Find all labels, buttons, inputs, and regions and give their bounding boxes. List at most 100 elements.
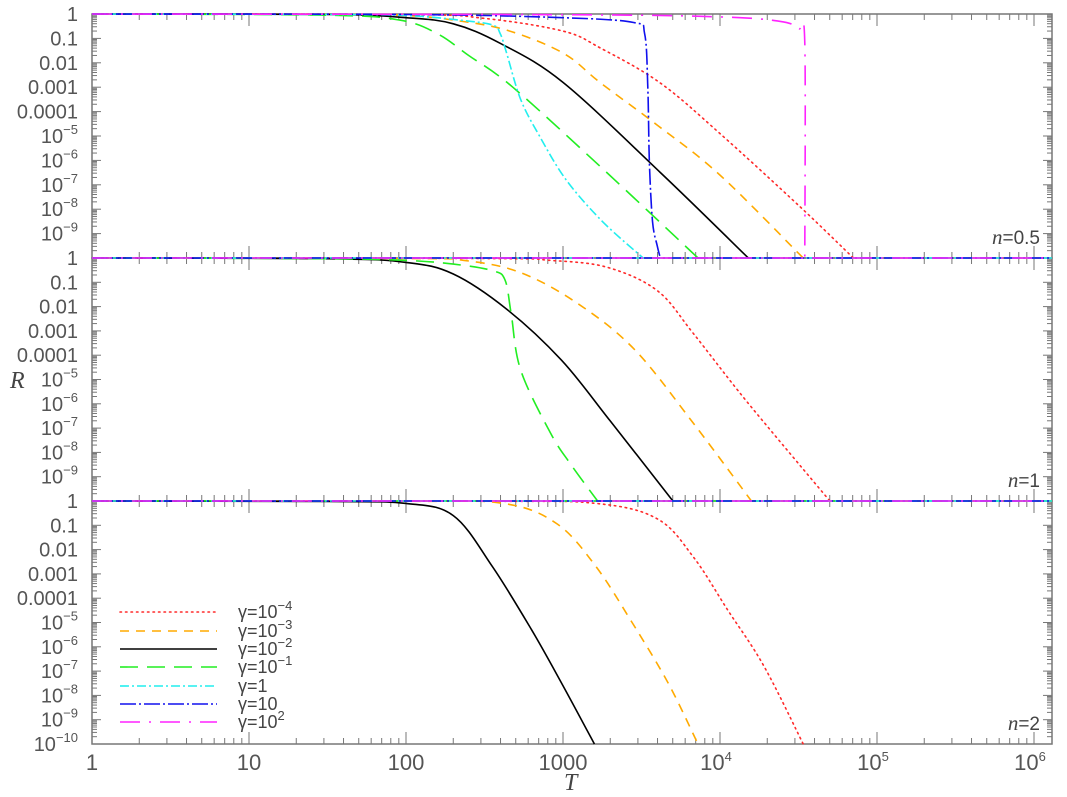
series-line-gamma-0 [92, 13, 855, 259]
y-tick-label-exponent: −8 [63, 438, 78, 453]
panel-label-value: =2 [1018, 714, 1040, 735]
x-tick-label-exponent: 6 [1039, 749, 1046, 764]
series-line-gamma-6 [92, 13, 807, 259]
y-tick-label: 0.01 [39, 297, 78, 319]
legend-label-exponent: −3 [278, 617, 293, 632]
legend-label-exponent: −2 [278, 635, 293, 650]
panel-label-variable: n [1008, 468, 1019, 492]
y-tick-label-base: 10 [41, 467, 63, 489]
y-tick-label: 10−7 [41, 414, 78, 440]
legend-label: γ=10−4 [238, 598, 292, 622]
x-tick-label-base: 10 [700, 750, 724, 775]
legend-label-base: 10 [258, 639, 278, 659]
series-line-gamma-2 [92, 13, 749, 259]
x-tick-label-base: 10 [237, 750, 261, 775]
y-tick-label-base: 10 [41, 661, 63, 683]
legend: γ=10−4γ=10−3γ=10−2γ=10−1γ=1γ=10γ=102 [119, 598, 293, 732]
x-tick-label: 104 [700, 749, 732, 775]
x-tick-label-base: 10 [857, 750, 881, 775]
legend-label-exponent: −4 [278, 598, 293, 613]
panel-2-curves [92, 257, 1052, 502]
legend-item: γ=10−1 [120, 653, 292, 677]
y-tick-label-exponent: −7 [63, 171, 78, 186]
panel-3-curves [92, 500, 1052, 745]
panel-frame [91, 13, 1053, 259]
x-tick-label: 105 [857, 749, 889, 775]
series-line-gamma-4 [92, 13, 644, 259]
y-tick-label: 10−8 [41, 438, 78, 464]
y-tick-label-exponent: −6 [63, 390, 78, 405]
legend-label-base: 10 [258, 621, 278, 641]
y-tick-label-exponent: −8 [63, 195, 78, 210]
y-tick-label: 0.01 [39, 540, 78, 562]
y-tick-label-exponent: −6 [63, 146, 78, 161]
series-line-gamma-5 [92, 13, 662, 259]
y-tick-label: 0.1 [50, 28, 78, 50]
x-tick-label: 1 [86, 750, 98, 775]
y-tick-label: 0.0001 [17, 588, 78, 610]
y-tick-label-exponent: −10 [56, 730, 78, 745]
y-tick-label-base: 10 [41, 150, 63, 172]
y-tick-label: 0.01 [39, 53, 78, 75]
y-tick-label-exponent: −9 [63, 220, 78, 235]
y-tick-label: 0.0001 [17, 345, 78, 367]
y-tick-label: 10−9 [41, 706, 78, 732]
series-line-gamma-3 [92, 13, 699, 259]
y-tick-label: 0.1 [50, 515, 78, 537]
x-tick-label: 100 [388, 750, 425, 775]
y-tick-label-base: 0.1 [50, 272, 78, 294]
legend-label: γ=102 [238, 708, 285, 732]
legend-label-base: 1 [258, 676, 268, 696]
series-line-gamma-1 [92, 13, 804, 259]
y-tick-label-base: 1 [67, 491, 78, 513]
y-tick-label-exponent: −5 [63, 366, 78, 381]
y-tick-label-base: 0.01 [39, 540, 78, 562]
panel-frame [91, 500, 1053, 745]
x-tick-label-base: 1000 [539, 750, 588, 775]
y-tick-label-base: 10 [41, 418, 63, 440]
legend-item: γ=10 [120, 694, 278, 714]
y-tick-label-base: 10 [41, 710, 63, 732]
x-tick-label-exponent: 4 [725, 749, 732, 764]
y-tick-label-exponent: −5 [63, 122, 78, 137]
series-line-gamma-1 [92, 500, 699, 745]
series-line-gamma-1 [92, 257, 753, 502]
axes [91, 13, 1053, 745]
y-tick-label-base: 0.001 [28, 321, 78, 343]
legend-label-prefix: γ= [238, 676, 258, 696]
legend-label: γ=10−3 [238, 617, 292, 641]
panel-1-curves [92, 13, 855, 259]
y-tick-label-base: 10 [41, 442, 63, 464]
legend-label: γ=10−1 [238, 653, 292, 677]
y-tick-label-base: 10 [41, 613, 63, 635]
y-tick-label-base: 0.0001 [17, 345, 78, 367]
y-tick-label-base: 10 [41, 637, 63, 659]
legend-label-prefix: γ= [238, 694, 258, 714]
y-tick-label-base: 0.0001 [17, 588, 78, 610]
legend-label-base: 10 [258, 657, 278, 677]
x-tick-label-base: 10 [1014, 750, 1038, 775]
y-tick-label: 10−8 [41, 195, 78, 221]
y-tick-label-base: 10 [41, 224, 63, 246]
y-tick-label: 10−10 [34, 730, 78, 756]
curves [92, 13, 1052, 745]
y-tick-label-base: 10 [41, 199, 63, 221]
y-tick-label-exponent: −8 [63, 681, 78, 696]
legend-label: γ=10 [238, 694, 278, 714]
y-tick-label-base: 0.0001 [17, 102, 78, 124]
legend-item: γ=10−4 [119, 598, 292, 622]
y-tick-label: 10−5 [41, 609, 78, 635]
y-tick-label: 10−7 [41, 171, 78, 197]
x-tick-label-base: 1 [86, 750, 98, 775]
y-tick-label: 1 [67, 248, 78, 270]
x-tick-label-base: 100 [388, 750, 425, 775]
panel-label: n=1 [1008, 468, 1040, 492]
y-tick-label-base: 10 [41, 685, 63, 707]
y-tick-label: 10−9 [41, 220, 78, 246]
legend-label-prefix: γ= [238, 712, 258, 732]
panel-label: n=0.5 [992, 225, 1040, 249]
x-tick-label: 1000 [539, 750, 588, 775]
y-tick-label-exponent: −9 [63, 463, 78, 478]
y-tick-label: 10−6 [41, 633, 78, 659]
